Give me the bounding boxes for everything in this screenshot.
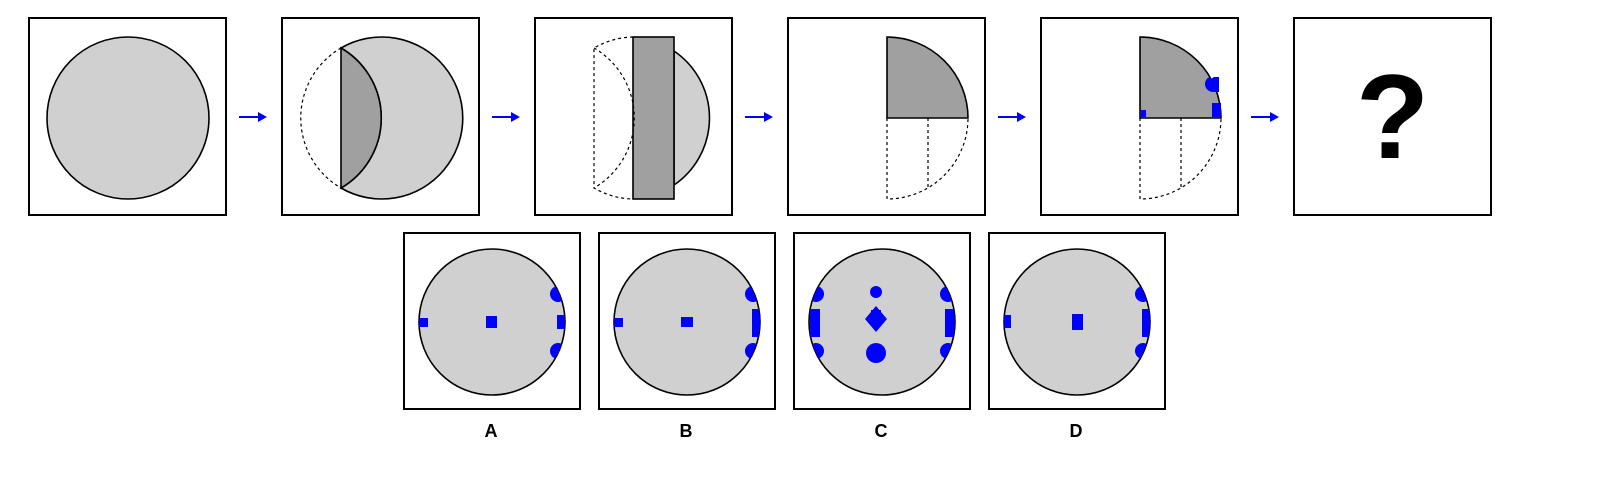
- unknown-panel: ?: [1293, 17, 1492, 216]
- option-b-panel[interactable]: [598, 232, 776, 410]
- option-b-unfolded-paper: [613, 248, 761, 396]
- full-circle-paper: [46, 36, 210, 200]
- right-arrow-icon: [239, 112, 267, 122]
- option-b-label[interactable]: B: [679, 421, 693, 441]
- option-a-unfolded-paper: [418, 248, 566, 396]
- question-mark: ?: [1355, 49, 1430, 184]
- option-a-panel[interactable]: [403, 232, 581, 410]
- second-fold-paper: [593, 36, 711, 200]
- option-c-label[interactable]: C: [874, 421, 888, 441]
- right-arrow-icon: [1251, 112, 1279, 122]
- option-c-panel[interactable]: [793, 232, 971, 410]
- step-1-panel: [28, 17, 227, 216]
- hole-rectangle: [1212, 103, 1221, 117]
- step-4-panel: [787, 17, 986, 216]
- step-5-panel: [1040, 17, 1239, 216]
- right-arrow-icon: [998, 112, 1026, 122]
- right-arrow-icon: [492, 112, 520, 122]
- first-fold-paper: [300, 36, 464, 200]
- option-c-unfolded-paper: [808, 248, 956, 396]
- right-arrow-icon: [745, 112, 773, 122]
- option-d-label[interactable]: D: [1069, 421, 1083, 441]
- step-3-panel: [534, 17, 733, 216]
- punched-quarter-paper: [1139, 36, 1222, 200]
- hole-small-square: [1141, 110, 1146, 117]
- option-d-panel[interactable]: [988, 232, 1166, 410]
- quarter-fold-paper: [886, 36, 969, 200]
- option-a-label[interactable]: A: [484, 421, 498, 441]
- option-d-unfolded-paper: [1003, 248, 1151, 396]
- step-2-panel: [281, 17, 480, 216]
